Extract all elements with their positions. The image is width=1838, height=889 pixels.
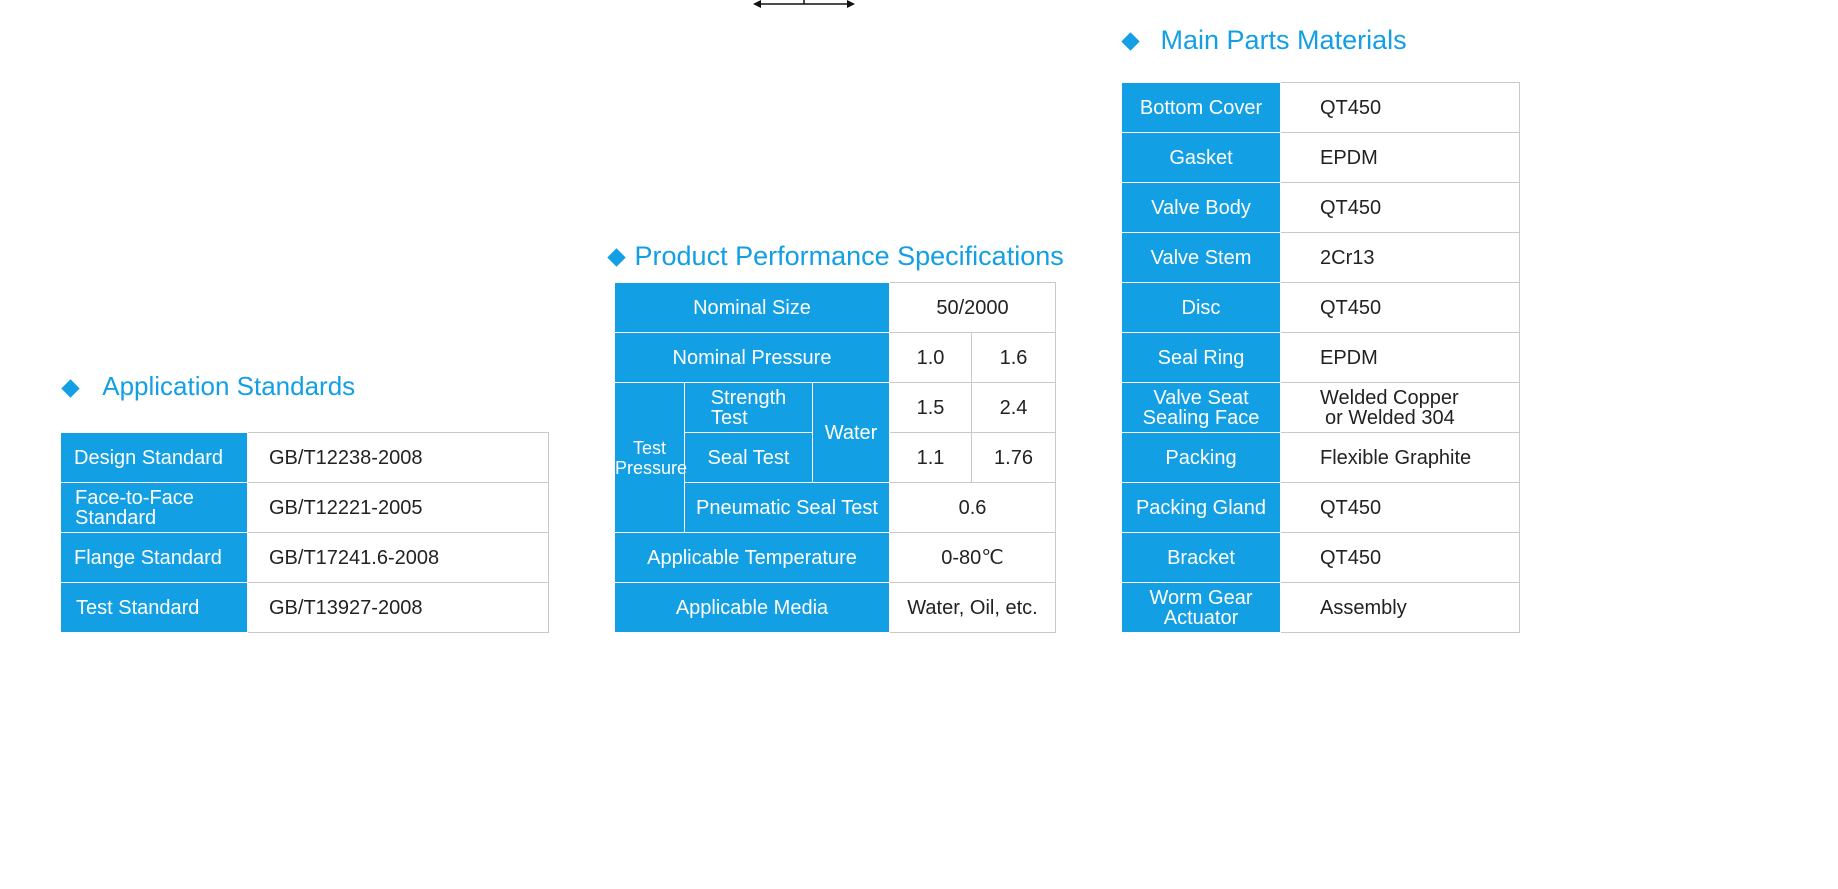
table-row: Test Standard GB/T13927-2008 [60,582,549,633]
part-material: QT450 [1280,182,1520,233]
part-name: Bracket [1121,532,1281,583]
strength-test-label-line: Strength [710,386,787,409]
diamond-bullet-icon [1121,32,1140,52]
strength-test-value: 1.5 [889,382,972,433]
nominal-size-value: 50/2000 [888,282,1057,333]
part-material: QT450 [1280,282,1520,333]
dimension-arrow-icon [753,0,855,8]
table-row: Flange Standard GB/T17241.6-2008 [60,532,549,583]
part-name-line: Valve Seat [1153,386,1249,409]
part-material: Welded Copper or Welded 304 [1280,382,1520,433]
performance-heading: Product Performance Specifications [607,241,1064,272]
test-pressure-label-line: Test [632,437,666,458]
part-material-line: Welded Copper [1320,386,1459,409]
test-pressure-label: Test Pressure [614,382,688,533]
media-label: Applicable Media [614,582,890,633]
part-name: Disc [1121,282,1281,333]
part-name: Seal Ring [1121,332,1281,383]
standard-label: Test Standard [60,582,248,633]
part-name-line: Sealing Face [1142,406,1260,429]
materials-heading: Main Parts Materials [1121,25,1407,56]
nominal-pressure-value: 1.0 [889,332,972,383]
part-name: Bottom Cover [1121,82,1281,133]
standard-label: Flange Standard [60,532,248,583]
part-material: QT450 [1280,82,1520,133]
part-material: 2Cr13 [1280,232,1520,283]
standard-label: Design Standard [60,432,248,483]
strength-test-label-line: Test [711,406,748,429]
table-row: Seal Test 1.1 1.76 [615,432,1057,483]
table-row: Pneumatic Seal Test 0.6 [615,482,1057,533]
materials-table: Bottom Cover QT450 Gasket EPDM Valve Bod… [1121,82,1520,633]
part-name: Packing Gland [1121,482,1281,533]
pneumatic-seal-test-label: Pneumatic Seal Test [684,482,890,533]
part-material-line: or Welded 304 [1325,406,1455,429]
table-row: Nominal Pressure 1.0 1.6 [614,332,1057,383]
nominal-pressure-label: Nominal Pressure [614,332,890,383]
table-row: Gasket EPDM [1121,132,1520,183]
strength-test-value: 2.4 [970,382,1057,433]
table-row: Valve Seat Sealing Face Welded Copper or… [1121,382,1520,433]
seal-test-value: 1.1 [889,432,972,483]
table-row: Packing Flexible Graphite [1121,432,1520,483]
test-medium-label: Water [812,382,890,483]
standard-value: GB/T17241.6-2008 [247,532,549,583]
table-row: Design Standard GB/T12238-2008 [60,432,549,483]
part-name-line: Worm Gear [1149,586,1253,609]
temperature-label: Applicable Temperature [614,532,890,583]
part-material: QT450 [1280,532,1520,583]
part-name: Valve Seat Sealing Face [1121,382,1281,433]
part-material: QT450 [1280,482,1520,533]
nominal-size-label: Nominal Size [614,282,890,333]
standard-label-line: Standard [75,506,157,529]
part-name: Valve Stem [1121,232,1281,283]
standard-value: GB/T12221-2005 [247,482,549,533]
part-name: Gasket [1121,132,1281,183]
table-row: Applicable Temperature 0-80℃ [614,532,1057,583]
part-material: EPDM [1280,132,1520,183]
materials-title: Main Parts Materials [1160,25,1407,55]
table-row: Worm Gear Actuator Assembly [1121,582,1520,633]
table-row: Valve Body QT450 [1121,182,1520,233]
strength-test-label: Strength Test [684,382,813,433]
part-material: EPDM [1280,332,1520,383]
part-name-line: Actuator [1163,606,1239,629]
table-row: Nominal Size 50/2000 [614,282,1057,333]
table-row: Bottom Cover QT450 [1121,82,1520,133]
standard-label-line: Face-to-Face [75,486,194,509]
standard-value: GB/T12238-2008 [247,432,549,483]
part-material: Flexible Graphite [1280,432,1520,483]
table-row: Bracket QT450 [1121,532,1520,583]
standard-label: Face-to-Face Standard [60,482,248,533]
seal-test-value: 1.76 [970,432,1057,483]
table-row: Test Pressure Strength Test Water 1.5 2.… [614,382,1057,533]
media-value: Water, Oil, etc. [888,582,1057,633]
performance-table: Nominal Size 50/2000 Nominal Pressure 1.… [614,282,1057,633]
table-row: Packing Gland QT450 [1121,482,1520,533]
nominal-pressure-value: 1.6 [970,332,1057,383]
diamond-bullet-icon [61,378,80,398]
diamond-bullet-icon [607,248,626,268]
table-row: Disc QT450 [1121,282,1520,333]
table-row: Seal Ring EPDM [1121,332,1520,383]
pneumatic-seal-test-value: 0.6 [888,482,1057,533]
test-pressure-label-line: Pressure [615,457,688,478]
application-standards-title: Application Standards [102,371,356,401]
seal-test-label: Seal Test [684,432,813,483]
temperature-value: 0-80℃ [888,532,1057,583]
part-name: Valve Body [1121,182,1281,233]
table-row: Valve Stem 2Cr13 [1121,232,1520,283]
part-name: Worm Gear Actuator [1121,582,1281,633]
table-row: Face-to-Face Standard GB/T12221-2005 [60,482,549,533]
performance-title: Product Performance Specifications [634,241,1064,271]
part-name: Packing [1121,432,1281,483]
application-standards-table: Design Standard GB/T12238-2008 Face-to-F… [60,432,549,633]
table-row: Applicable Media Water, Oil, etc. [614,582,1057,633]
application-standards-heading: Application Standards [61,371,356,402]
standard-value: GB/T13927-2008 [247,582,549,633]
part-material: Assembly [1280,582,1520,633]
